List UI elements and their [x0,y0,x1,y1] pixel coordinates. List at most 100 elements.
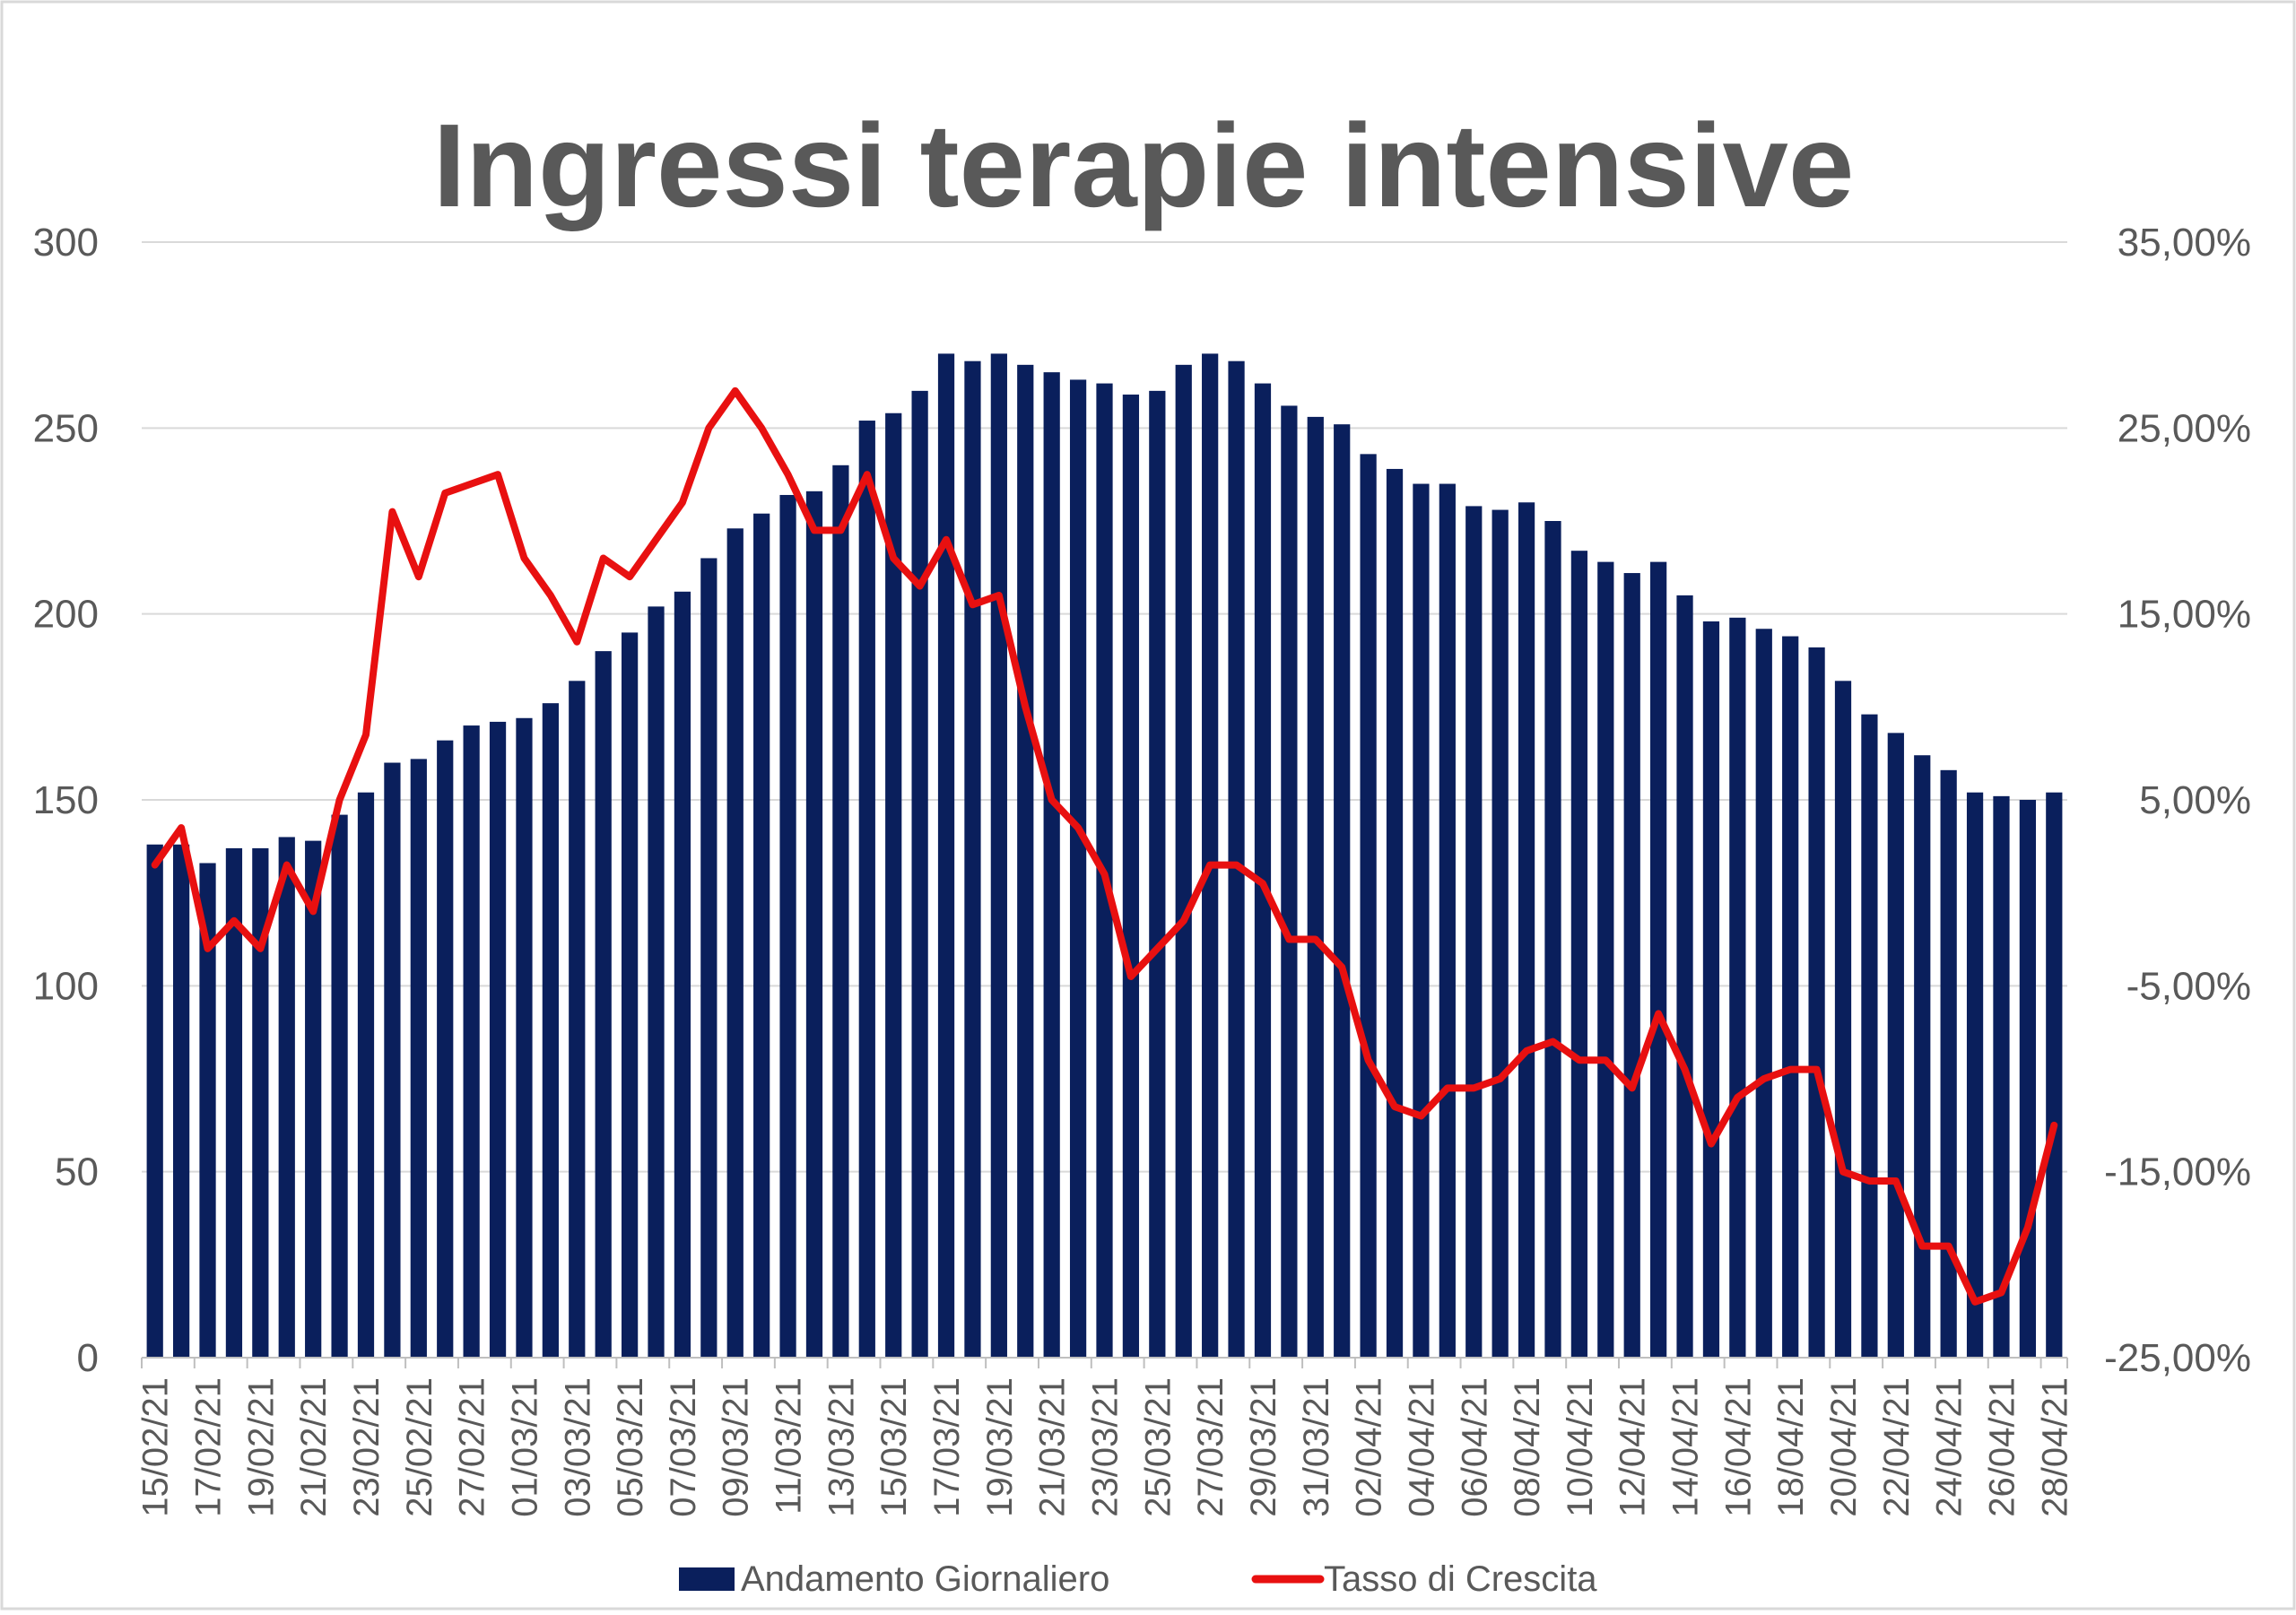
bar [437,740,454,1358]
bar [1175,364,1192,1359]
x-tick-label: 20/04/21 [1824,1377,1864,1517]
x-tick-label: 25/03/21 [1138,1377,1178,1517]
bar [595,651,612,1358]
bar [1834,681,1852,1358]
bar [2046,792,2063,1358]
bar [1413,483,1430,1358]
bar [779,494,796,1358]
bar [1676,595,1693,1358]
x-tick-label: 19/03/21 [980,1377,1020,1517]
y-right-tick-label: -25,00% [2104,1336,2251,1380]
x-tick-label: 01/03/21 [505,1377,544,1517]
y-left-tick-label: 50 [55,1150,99,1194]
bar [700,558,718,1358]
bar [1702,621,1720,1358]
bar [1966,792,1984,1358]
bar [753,513,770,1358]
y-right-tick-label: -5,00% [2126,964,2251,1008]
y-axis-left-labels: 0 50 100 150 200 250 300 [33,221,99,1380]
x-tick-label: 21/02/21 [294,1377,334,1517]
x-tick-label: 05/03/21 [611,1377,650,1517]
x-tick-label: 12/04/21 [1613,1377,1653,1517]
x-tick-label: 03/03/21 [558,1377,597,1517]
bar [1993,795,2010,1358]
bar [1069,379,1087,1359]
x-tick-label: 31/03/21 [1297,1377,1336,1517]
x-tick-label: 11/03/21 [770,1377,809,1515]
bar [1518,502,1535,1358]
x-tick-label: 06/04/21 [1455,1377,1494,1517]
x-tick-label: 23/02/21 [347,1377,387,1517]
bar [937,353,955,1358]
bar [1861,714,1878,1358]
bar [252,847,269,1358]
bar [726,528,744,1358]
line-tasso-di-crescita [151,386,2058,1306]
bar [1492,509,1509,1358]
y-right-tick-label: 25,00% [2118,406,2251,450]
x-axis-labels: 15/02/21 17/02/21 19/02/21 21/02/21 23/02/21… [136,1377,2075,1517]
x-tick-label: 02/04/21 [1350,1377,1389,1517]
bar [516,717,533,1358]
bar [832,465,849,1358]
y-left-tick-label: 0 [77,1336,99,1380]
legend-label-bar: Andamento Giornaliero [741,1559,1109,1599]
bar [648,606,665,1358]
x-tick-label: 29/03/21 [1244,1377,1283,1517]
legend-label-line: Tasso di Crescita [1324,1559,1597,1599]
x-tick-label: 13/03/21 [822,1377,861,1517]
x-tick-label: 27/02/21 [453,1377,492,1517]
bar [1254,383,1272,1358]
bar [1307,416,1324,1359]
axes [141,1357,2068,1368]
bar [1544,521,1561,1358]
bar [1887,733,1904,1358]
bar [858,421,875,1358]
bar [1755,629,1772,1358]
bar [885,412,902,1358]
bar [805,491,823,1358]
bar [1465,506,1483,1358]
y-right-tick-label: 35,00% [2118,221,2251,265]
bar [1597,561,1614,1358]
x-tick-label: 22/04/21 [1877,1377,1917,1517]
bar [1439,483,1456,1358]
x-tick-label: 04/04/21 [1402,1377,1441,1517]
bar [1149,390,1166,1358]
bar [1017,364,1034,1359]
line-series [151,386,2058,1306]
bar [1386,468,1404,1358]
x-tick-label: 17/03/21 [927,1377,967,1517]
bar [911,390,928,1358]
bar [621,632,639,1358]
y-left-tick-label: 250 [33,406,99,450]
bar [1808,647,1825,1358]
x-tick-label: 24/04/21 [1930,1377,1970,1517]
x-tick-label: 15/03/21 [874,1377,914,1517]
bar [1228,360,1245,1358]
x-tick-label: 27/03/21 [1191,1377,1231,1517]
x-tick-label: 28/04/21 [2035,1377,2074,1517]
x-tick-label: 08/04/21 [1508,1377,1547,1517]
bar [225,847,243,1358]
bar [1281,405,1298,1358]
bar [357,792,375,1358]
x-tick-label: 09/03/21 [717,1377,756,1517]
bar [1043,372,1060,1359]
bar [146,844,163,1358]
x-tick-label: 17/02/21 [189,1377,229,1517]
x-tick-label: 07/03/21 [664,1377,703,1517]
bar [674,591,691,1358]
bar [964,360,981,1358]
y-right-tick-label: 15,00% [2118,593,2251,637]
x-tick-label: 21/03/21 [1033,1377,1073,1517]
bar [1940,769,1957,1358]
bar [569,681,586,1358]
x-tick-label: 10/04/21 [1561,1377,1600,1517]
bar [1729,617,1746,1358]
bar [489,721,507,1358]
bar [990,353,1007,1358]
chart-title: Ingressi terapie intensive [433,100,1855,231]
